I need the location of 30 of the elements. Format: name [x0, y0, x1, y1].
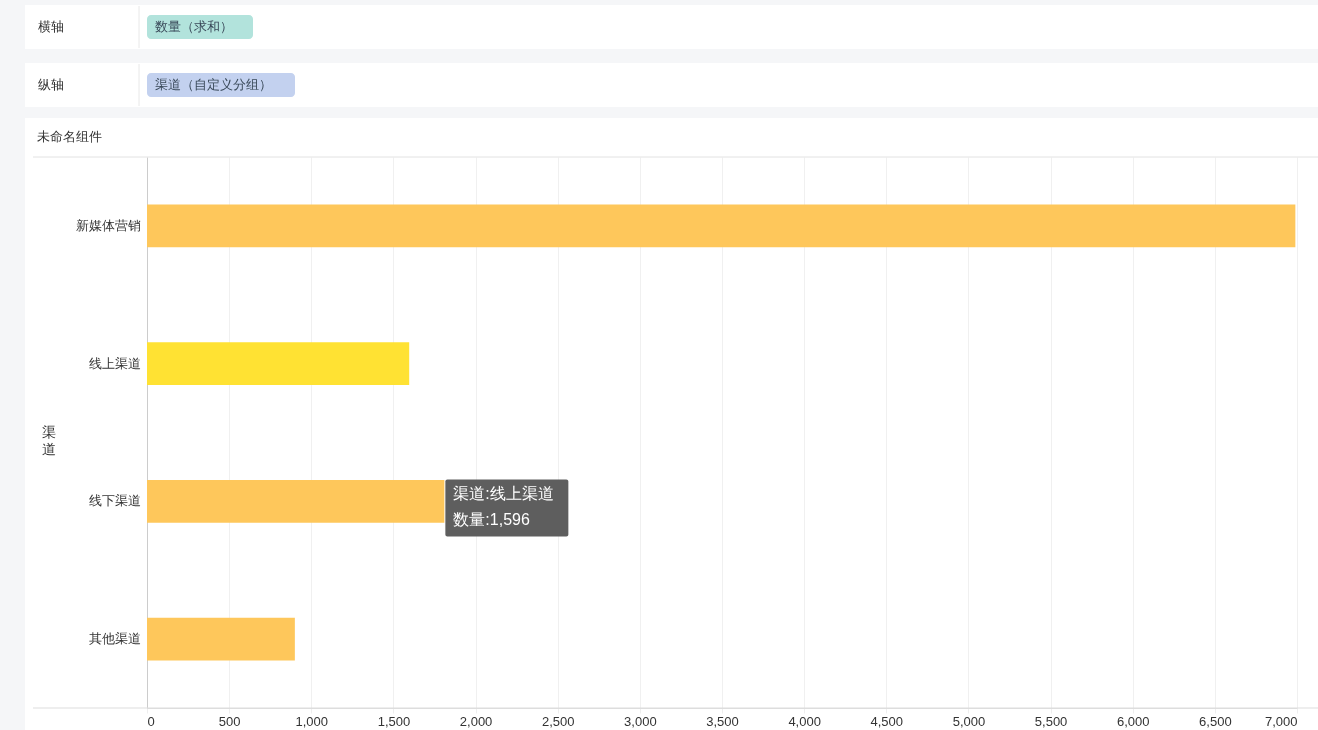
x-tick-label: 6,500 — [1199, 713, 1232, 729]
bar — [147, 617, 295, 661]
x-tick-label: 5,000 — [952, 713, 986, 729]
x-tick-label: 2,500 — [541, 713, 575, 729]
x-tick-label: 3,000 — [624, 713, 657, 729]
bar — [147, 204, 1296, 248]
y-tick-label: 其他渠道 — [88, 631, 141, 647]
x-tick-label: 1,500 — [377, 713, 411, 729]
text: 数量（求和） — [155, 19, 233, 34]
annotation: 渠道:线上渠道 — [453, 485, 554, 503]
x-tick-label: 1,000 — [295, 713, 329, 729]
text: 渠道（自定义分组） — [155, 77, 272, 92]
x-tick-label: 4,000 — [788, 713, 821, 729]
y-tick-label: 新媒体营销 — [75, 217, 141, 233]
x-tick-label: 2,000 — [459, 713, 493, 729]
y-tick-label: 线下渠道 — [88, 493, 141, 509]
x-tick-label: 5,500 — [1034, 713, 1068, 729]
x-tick-label: 6,000 — [1116, 713, 1150, 729]
text: 横轴 — [38, 19, 64, 34]
x-tick-label: 4,500 — [870, 713, 904, 729]
x-tick-label: 500 — [218, 713, 241, 729]
bar — [147, 342, 410, 385]
chart-title: 未命名组件 — [37, 129, 102, 144]
y-axis-title: 渠道 — [41, 424, 56, 457]
x-tick-label: 3,500 — [706, 713, 739, 729]
text: 纵轴 — [38, 77, 64, 92]
x-tick-label: 0 — [147, 713, 155, 729]
y-tick-label: 线上渠道 — [88, 355, 141, 371]
x-tick-label: 7,000 — [1264, 713, 1298, 729]
annotation: 数量:1,596 — [453, 511, 530, 529]
